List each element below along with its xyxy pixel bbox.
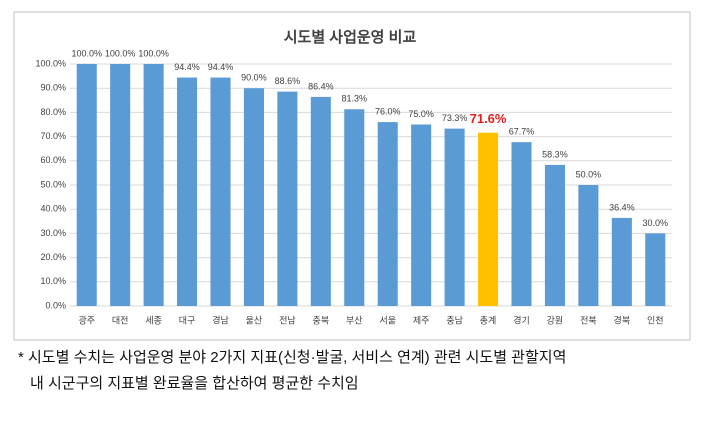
bar (611, 217, 632, 306)
value-label: 90.0% (241, 73, 267, 83)
value-label: 76.0% (375, 106, 401, 116)
y-tick-label: 90.0% (40, 83, 66, 93)
bar (377, 122, 398, 306)
x-tick-label: 경북 (614, 314, 631, 325)
value-label: 36.4% (609, 202, 635, 212)
y-tick-label: 50.0% (40, 179, 66, 189)
bar (544, 164, 565, 306)
value-label: 94.4% (174, 62, 200, 72)
value-label: 100.0% (71, 48, 102, 58)
x-tick-label: 서울 (379, 315, 396, 325)
y-tick-label: 80.0% (40, 107, 66, 117)
bar (411, 124, 432, 306)
footnote: * 시도별 수치는 사업운영 분야 2가지 지표(신청·발굴, 서비스 연계) … (18, 349, 566, 366)
value-label: 81.3% (342, 94, 368, 104)
value-label: 75.0% (408, 109, 434, 119)
bar (277, 91, 298, 306)
chart-title: 시도별 사업운영 비교 (284, 28, 417, 46)
x-tick-label: 제주 (413, 315, 430, 325)
value-label: 86.4% (308, 81, 334, 91)
bar (578, 185, 599, 306)
bar (478, 132, 499, 306)
bar (511, 142, 532, 306)
bar (143, 64, 164, 306)
value-label: 73.3% (442, 113, 468, 123)
x-tick-label: 총계 (480, 314, 497, 325)
y-tick-label: 70.0% (40, 131, 66, 141)
value-label: 100.0% (138, 48, 169, 58)
x-tick-label: 대전 (112, 315, 129, 325)
value-label: 50.0% (576, 169, 602, 179)
bar (444, 128, 465, 306)
value-label: 71.6% (470, 111, 507, 126)
bar (344, 109, 365, 306)
value-label: 58.3% (542, 149, 568, 159)
y-tick-label: 60.0% (40, 155, 66, 165)
value-label: 88.6% (275, 76, 301, 86)
x-tick-label: 경기 (513, 314, 530, 325)
bar (310, 96, 331, 306)
bar (110, 64, 131, 306)
x-tick-label: 광주 (78, 314, 95, 325)
x-tick-label: 인천 (647, 315, 664, 325)
bar (243, 88, 264, 306)
value-label: 67.7% (509, 127, 535, 137)
x-tick-label: 충남 (446, 315, 463, 325)
y-tick-label: 40.0% (40, 204, 66, 214)
x-tick-label: 전북 (580, 315, 597, 325)
value-label: 30.0% (643, 218, 669, 228)
x-tick-label: 세종 (145, 315, 162, 325)
y-tick-label: 100.0% (35, 58, 66, 68)
value-label: 100.0% (105, 48, 136, 58)
value-label: 94.4% (208, 62, 234, 72)
x-tick-label: 충북 (313, 315, 330, 325)
bar (76, 64, 97, 306)
y-tick-label: 20.0% (40, 252, 66, 262)
x-tick-label: 전남 (279, 315, 296, 325)
y-tick-label: 0.0% (45, 300, 66, 310)
footnote: 내 시군구의 지표별 완료율을 합산하여 평균한 수치임 (30, 375, 359, 392)
x-tick-label: 부산 (346, 315, 363, 325)
bar (177, 77, 198, 306)
x-tick-label: 경남 (212, 314, 229, 325)
x-tick-label: 강원 (547, 315, 564, 325)
bar (645, 233, 666, 306)
y-tick-label: 10.0% (40, 276, 66, 286)
bar (210, 77, 231, 306)
x-tick-label: 울산 (246, 315, 263, 325)
x-tick-label: 대구 (179, 315, 196, 325)
y-tick-label: 30.0% (40, 228, 66, 238)
